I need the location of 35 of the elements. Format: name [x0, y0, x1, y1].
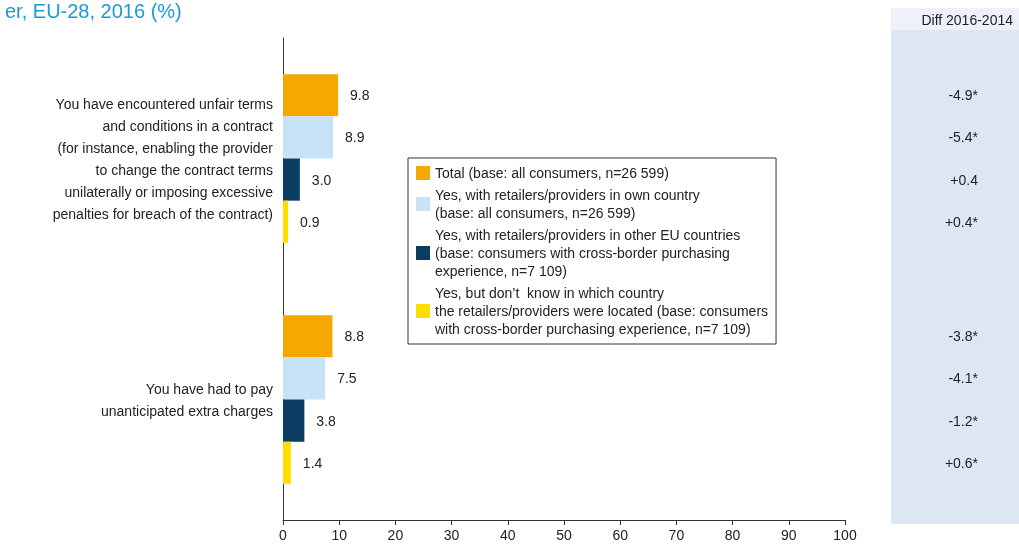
y-tick-label: You have encountered unfair terms and conditions in a contract (for instance, enabling the provider to change the contract terms unilaterally or imposing excessive penalties for breach of the contract) [52, 95, 274, 222]
text: +0.4 [950, 171, 979, 188]
x-tick-label: 10 [331, 527, 348, 543]
x-tick-label: 70 [668, 527, 685, 543]
x-tick-label: 80 [724, 527, 741, 543]
x-tick-label: 90 [781, 527, 797, 543]
data-label: 1.4 [302, 454, 323, 471]
x-tick-label: 50 [556, 527, 572, 543]
legend-label: Total (base: all consumers, n=26 599) [435, 165, 669, 181]
text: -5.4* [948, 129, 979, 146]
data-label: 9.8 [350, 87, 370, 104]
data-label: 3.8 [316, 412, 337, 429]
x-tick-label: 20 [387, 527, 404, 543]
x-tick-label: 0 [279, 527, 288, 543]
text: Diff 2016-2014 [921, 12, 1014, 28]
text: -4.9* [948, 87, 979, 104]
x-tick-label: 60 [612, 527, 629, 543]
legend-label: Yes, but don’t know in which country the retailers/providers were located (base: consumers with cross-border purchasing experience, n=7 109) [434, 285, 769, 337]
data-label: 0.9 [300, 213, 320, 230]
text: er, EU-28, 2016 (%) [5, 0, 182, 22]
data-label: 7.5 [337, 370, 357, 387]
x-tick-label: 30 [443, 527, 460, 543]
text: +0.6* [944, 454, 979, 471]
text: -3.8* [948, 328, 979, 345]
legend-label: Yes, with retailers/providers in other EU countries (base: consumers with cross-border purchasing experience, n=7 109) [435, 227, 741, 279]
text: -1.2* [948, 412, 979, 429]
x-tick-label: 100 [833, 527, 857, 543]
text: -4.1* [948, 370, 979, 387]
x-tick-label: 40 [500, 527, 516, 543]
legend-label: Yes, with retailers/providers in own country (base: all consumers, n=26 599) [435, 187, 700, 221]
data-label: 3.0 [311, 171, 332, 188]
data-label: 8.8 [344, 328, 365, 345]
data-label: 8.9 [345, 129, 365, 146]
text: +0.4* [944, 213, 979, 230]
y-tick-label: You have had to pay unanticipated extra charges [101, 380, 273, 419]
